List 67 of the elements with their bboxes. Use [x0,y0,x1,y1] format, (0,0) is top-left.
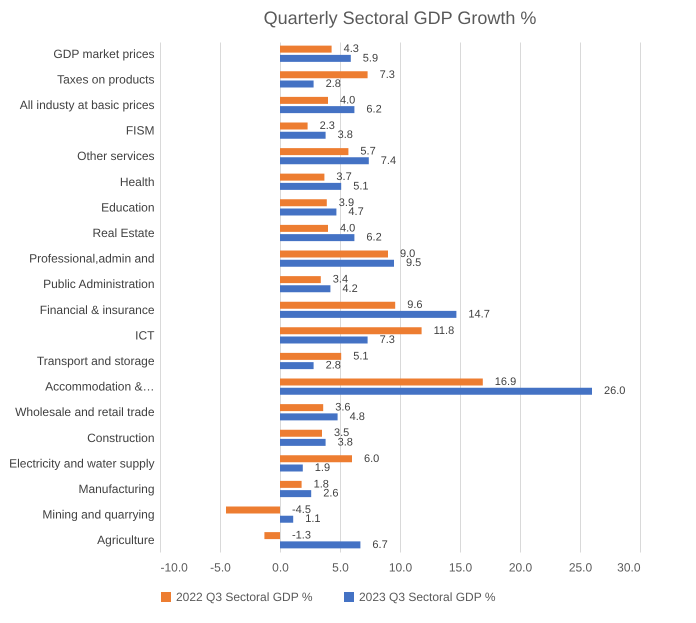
y-tick-label: ICT [135,328,156,342]
data-label: 5.9 [362,52,378,64]
y-tick-label: Construction [87,430,154,445]
y-tick-label: GDP market prices [53,46,154,61]
y-tick-label: Electricity and water supply [9,456,154,470]
data-label: 7.3 [380,334,395,346]
data-label: 16.9 [494,376,516,388]
y-tick-label: Public Administration [43,277,154,292]
x-tick-label: 25.0 [568,560,592,574]
y-tick-label: Transport and storage [36,354,155,368]
data-label: 3.6 [335,402,350,414]
data-label: 7.3 [380,68,395,81]
data-label: 6.7 [372,538,388,551]
data-label: 3.8 [338,129,353,142]
data-label: 2.3 [320,120,335,132]
data-label: 4.3 [344,43,359,56]
data-label: 2.8 [326,360,341,372]
data-label: 4.0 [340,94,356,106]
data-label: 1.1 [305,513,320,526]
y-tick-label: FISM [126,124,154,138]
data-label: 6.0 [364,452,380,465]
x-tick-label: 5.0 [332,560,350,574]
x-tick-label: 0.0 [272,560,290,574]
data-label: 4.8 [350,410,365,423]
y-tick-label: Accommodation &… [45,380,154,394]
data-label: 26.0 [604,385,626,398]
data-label: -1.3 [292,530,311,542]
data-label: 6.2 [366,104,382,116]
x-tick-label: 30.0 [617,560,641,574]
x-tick-label: 20.0 [508,560,532,574]
data-label: 14.7 [468,308,490,320]
y-tick-label: Wholesale and retail trade [15,405,155,420]
data-label: 4.0 [340,222,356,234]
data-label: 6.2 [366,232,382,244]
data-label: 9.5 [406,257,422,270]
y-tick-label: Real Estate [92,226,155,240]
data-label: 3.7 [336,171,352,184]
data-label: 4.7 [348,206,364,218]
x-tick-label: -10.0 [160,560,188,574]
y-tick-label: Professional,admin and [29,252,154,266]
y-tick-label: Health [120,174,154,189]
y-tick-label: Mining and quarrying [42,508,154,522]
data-label: 11.8 [434,324,454,337]
data-label: 1.8 [314,478,329,490]
data-label: 5.1 [353,180,368,192]
data-label: 5.7 [360,146,376,158]
legend-label: 2023 Q3 Sectoral GDP % [359,590,496,604]
data-label: 2.8 [326,78,341,90]
data-label: 9.0 [400,248,416,260]
x-tick-label: -5.0 [210,560,232,574]
data-label: 2.6 [323,488,338,500]
y-tick-label: Education [101,200,154,214]
chart-title: Quarterly Sectoral GDP Growth % [264,8,536,28]
data-label: 5.1 [353,350,368,362]
data-label: 9.6 [407,299,422,312]
y-tick-label: All industy at basic prices [20,98,154,112]
y-tick-label: Manufacturing [78,482,154,496]
y-tick-label: Taxes on products [57,72,154,86]
y-tick-label: Agriculture [97,533,155,548]
x-tick-label: 10.0 [388,560,412,574]
legend-label: 2022 Q3 Sectoral GDP % [176,590,313,604]
data-label: 7.4 [380,154,396,167]
data-label: 3.9 [338,196,354,209]
data-label: 1.9 [314,462,330,474]
y-tick-label: Financial & insurance [40,302,155,317]
y-tick-label: Other services [77,149,154,164]
x-tick-label: 15.0 [448,560,472,574]
